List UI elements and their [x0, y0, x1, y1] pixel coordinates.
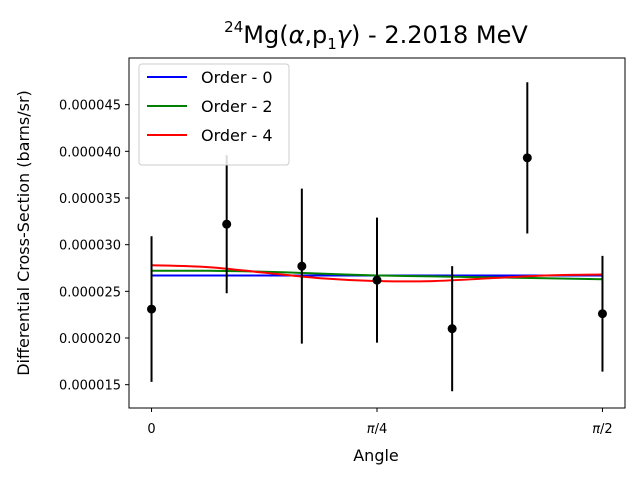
- y-tick-label-2: 0.000025: [59, 285, 121, 300]
- y-tick-label-6: 0.000045: [59, 99, 121, 114]
- title-element: Mg(: [243, 21, 288, 49]
- data-point-2: [297, 261, 307, 271]
- plot-content: [147, 82, 607, 392]
- y-tick-label-4: 0.000035: [59, 192, 121, 207]
- x-axis-label: Angle: [353, 446, 399, 465]
- x-tick-label-2-denominator: /2: [600, 422, 613, 437]
- y-tick-label-1: 0.000020: [59, 332, 121, 347]
- title-comma-p: ,p: [304, 21, 327, 49]
- legend-label-0: Order - 0: [201, 68, 273, 87]
- legend-label-1: Order - 2: [201, 97, 273, 116]
- y-tick-label-0: 0.000015: [59, 379, 121, 394]
- data-point-3: [372, 275, 382, 285]
- data-point-6: [597, 309, 607, 319]
- title-alpha: α: [289, 21, 305, 49]
- y-tick-label-5: 0.000040: [59, 145, 121, 160]
- y-tick-label-3: 0.000030: [59, 239, 121, 254]
- data-point-4: [447, 324, 457, 334]
- legend: Order - 0 Order - 2 Order - 4: [138, 63, 290, 166]
- y-axis-label: Differential Cross-Section (barns/sr): [14, 90, 33, 376]
- data-point-5: [522, 153, 532, 163]
- title-superscript: 24: [224, 18, 243, 36]
- data-point-1: [222, 219, 232, 229]
- title-rest: ) - 2.2018 MeV: [351, 21, 528, 49]
- title-subscript: 1: [327, 35, 337, 53]
- title-gamma: γ: [337, 21, 353, 49]
- x-tick-label-2-pi: π: [592, 422, 600, 437]
- x-tick-label-2: π/2: [592, 422, 612, 437]
- x-tick-label-0: 0: [147, 422, 155, 437]
- chart-title: 24Mg(α,p1γ) - 2.2018 MeV: [224, 18, 528, 53]
- legend-label-2: Order - 4: [201, 126, 273, 145]
- x-tick-label-1: π/4: [367, 422, 387, 437]
- data-point-0: [147, 304, 157, 314]
- legend-box: [138, 63, 290, 166]
- x-tick-label-1-pi: π: [367, 422, 375, 437]
- plot-area: [147, 82, 607, 392]
- x-tick-label-1-denominator: /4: [375, 422, 388, 437]
- axes: 0.000015 0.000020 0.000025 0.000030 0.000035…: [59, 57, 626, 437]
